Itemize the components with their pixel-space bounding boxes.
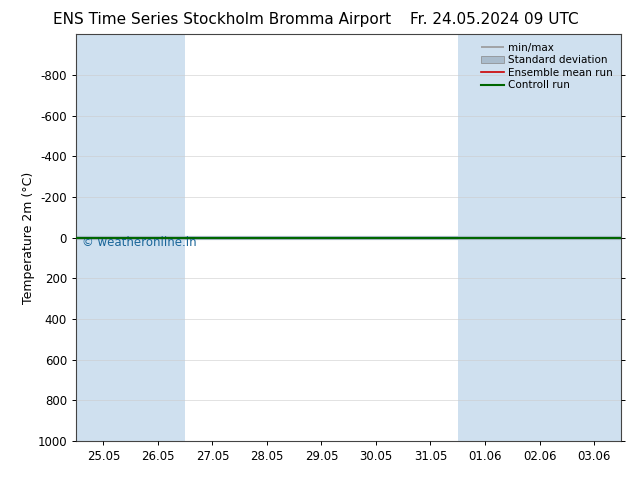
Text: Fr. 24.05.2024 09 UTC: Fr. 24.05.2024 09 UTC	[410, 12, 579, 27]
Text: © weatheronline.in: © weatheronline.in	[82, 236, 196, 248]
Legend: min/max, Standard deviation, Ensemble mean run, Controll run: min/max, Standard deviation, Ensemble me…	[478, 40, 616, 94]
Y-axis label: Temperature 2m (°C): Temperature 2m (°C)	[22, 172, 35, 304]
Text: ENS Time Series Stockholm Bromma Airport: ENS Time Series Stockholm Bromma Airport	[53, 12, 391, 27]
Bar	[458, 34, 567, 441]
Bar	[567, 34, 627, 441]
Bar	[76, 34, 185, 441]
